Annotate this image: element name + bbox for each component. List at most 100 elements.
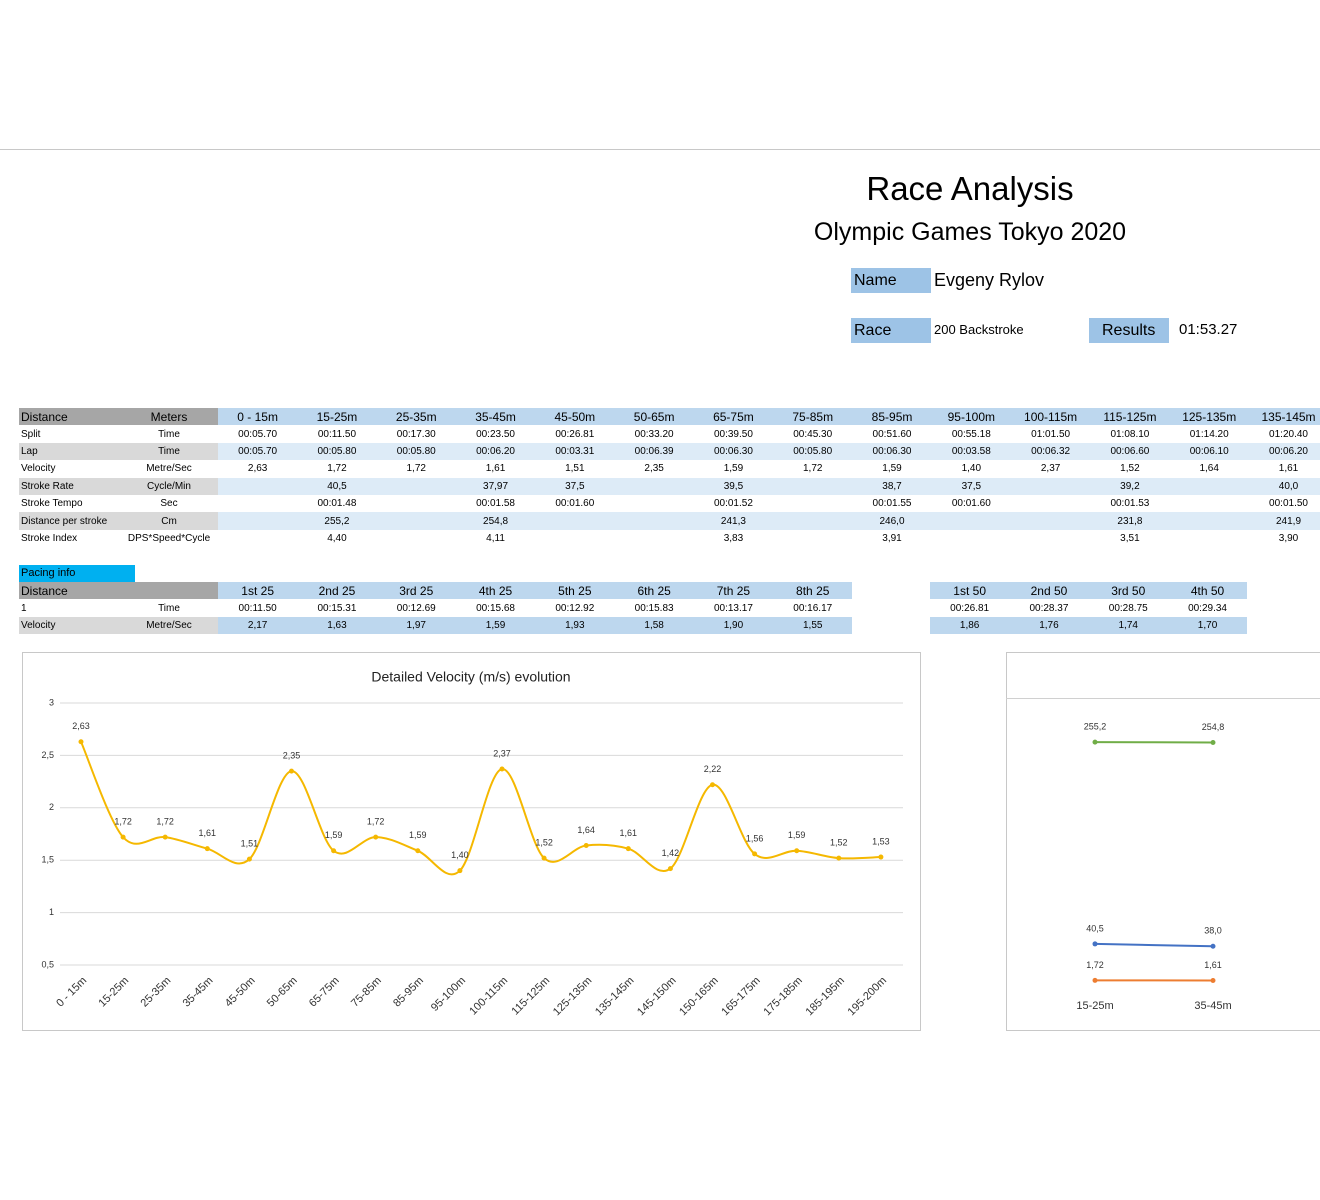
cell: 1,72	[406, 463, 426, 475]
x-tick-label: 25-35m	[139, 975, 174, 1010]
cell: 1,64	[1199, 463, 1219, 475]
cell: 3,90	[1278, 532, 1299, 544]
cell: Sec	[160, 498, 178, 510]
header-row: Distance Meters 0 - 15m 15-25m 25-35m 35-45m 4…	[19, 408, 1320, 426]
race-value: 200 Backstroke	[934, 322, 1024, 337]
header-row: Distance 1st 25 2nd 25 3rd 25 4th 25 5th 25 6t…	[19, 582, 853, 600]
point	[752, 851, 758, 857]
table-row: Split Time 00:05.70 00:11.50 00:17.30 00:23.5…	[19, 425, 1320, 442]
x-tick-label: 150-165m	[677, 975, 721, 1019]
cell: 0 - 15m	[218, 408, 298, 426]
x-tick-label: 15-25m	[1076, 1000, 1113, 1012]
x-tick-label: 75-85m	[349, 975, 384, 1010]
cell: 00:03.58	[931, 442, 1011, 461]
cell: 00:01.52	[713, 498, 753, 510]
table-row: 1 Time 00:11.50 00:15.31 00:12.69 00:15.68 00:…	[19, 599, 852, 616]
cell: Time	[120, 442, 218, 461]
value-label: 40,5	[1086, 923, 1104, 933]
point	[120, 834, 126, 840]
cell	[1010, 477, 1091, 495]
chart-frame	[22, 652, 921, 1031]
table-row: Distance per stroke Cm 255,2 254,8 241,3 246,…	[19, 512, 1320, 530]
cell: 2,63	[247, 463, 268, 475]
cell: 00:01.50	[1269, 498, 1308, 510]
chart-frame	[1006, 652, 1320, 1031]
cell: Stroke Rate	[19, 477, 120, 495]
cell: Metre/Sec	[120, 616, 218, 635]
cell: 00:01.48	[317, 498, 357, 510]
table-row: Velocity Metre/Sec 2,17 1,63 1,97 1,59 1,93 1,5…	[19, 616, 853, 635]
pacing-50-table: 1st 50 2nd 50 3rd 50 4th 50 00:26.81 00:28.37…	[930, 582, 1248, 635]
cell: 25-35m	[376, 408, 456, 426]
point	[162, 834, 168, 840]
x-tick-label: 100-115m	[467, 975, 510, 1018]
value-label: 1,42	[662, 848, 680, 858]
point	[331, 848, 337, 854]
cell: 1,76	[1009, 616, 1089, 635]
value-label: 1,61	[620, 828, 638, 838]
point	[878, 854, 884, 860]
series-line	[80, 741, 881, 876]
value-label: 1,64	[577, 825, 595, 835]
cell: 40,0	[1248, 477, 1320, 495]
cell: 00:06.32	[1010, 442, 1091, 461]
point	[373, 834, 379, 840]
y-tick-label: 2,5	[41, 750, 54, 760]
cell: 38,7	[852, 477, 932, 495]
cell: 00:01.60	[951, 498, 991, 510]
cell: 37,97	[455, 477, 536, 495]
cell: 4,11	[486, 532, 505, 544]
y-tick-label: 1,5	[41, 855, 54, 865]
cell: 15-25m	[297, 408, 377, 426]
x-tick-label: 15-25m	[96, 975, 131, 1010]
cell: Lap	[19, 442, 120, 461]
point	[1092, 977, 1098, 983]
cell: 115-125m	[1090, 408, 1170, 426]
cell: 1,59	[455, 616, 536, 635]
cell: 39,5	[693, 477, 774, 495]
cell: Metre/Sec	[146, 463, 192, 475]
series-line	[1094, 942, 1214, 948]
cell: 1,59	[882, 463, 902, 475]
cell	[1169, 512, 1249, 530]
cell: Distance per stroke	[19, 512, 120, 530]
x-tick-label: 115-125m	[509, 975, 552, 1018]
cell: 1,55	[773, 616, 853, 635]
y-tick-label: 0,5	[41, 959, 54, 969]
point	[794, 848, 800, 854]
point	[1092, 941, 1098, 947]
value-label: 1,59	[409, 830, 427, 840]
cell: 39,2	[1090, 477, 1170, 495]
value-label: 1,72	[114, 817, 132, 827]
cell: 00:51.60	[872, 428, 912, 440]
cell: 85-95m	[852, 408, 932, 426]
cell	[614, 477, 694, 495]
cell: 00:45.30	[793, 428, 833, 440]
cell: 246,0	[852, 512, 932, 530]
point	[583, 843, 589, 849]
race-label: Race	[851, 318, 931, 343]
cell: 00:33.20	[634, 428, 674, 440]
x-tick-label: 35-45m	[181, 975, 216, 1010]
cell: 255,2	[297, 512, 377, 530]
cell: 1,72	[802, 463, 823, 475]
cell: 2,35	[644, 463, 664, 475]
cell	[120, 582, 218, 600]
value-label: 38,0	[1204, 926, 1222, 936]
x-tick-label: 0 - 15m	[54, 975, 89, 1010]
x-tick-label: 185-195m	[803, 975, 847, 1019]
cell: 00:06.39	[614, 442, 694, 461]
cell	[535, 512, 615, 530]
value-label: 1,52	[830, 837, 848, 847]
point	[1210, 977, 1216, 983]
cell: 00:15.83	[634, 602, 674, 614]
cell: 3,51	[1120, 532, 1140, 544]
top-bar	[0, 0, 1320, 150]
results-label: Results	[1089, 318, 1169, 343]
value-label: 254,8	[1202, 722, 1225, 732]
cell: 37,5	[931, 477, 1011, 495]
cell: 00:06.30	[693, 442, 774, 461]
cell: Cycle/Min	[120, 477, 218, 495]
